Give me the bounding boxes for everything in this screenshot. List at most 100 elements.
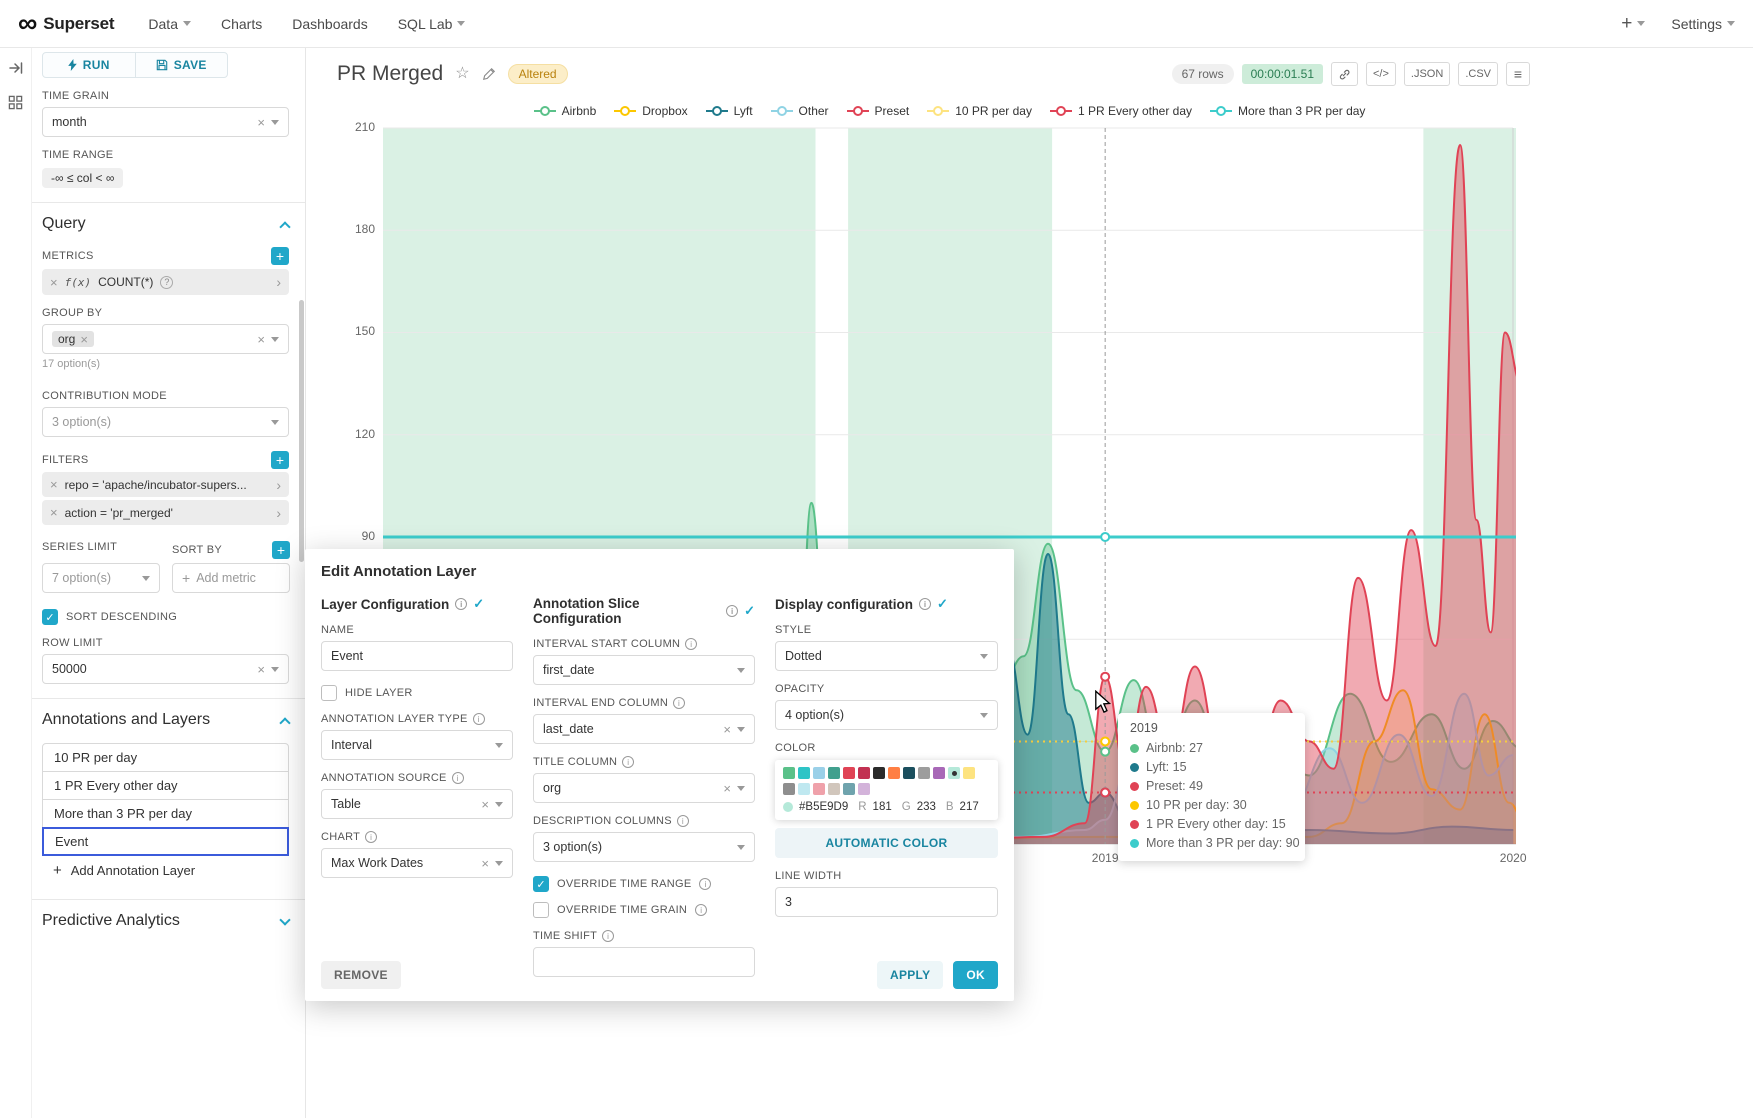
query-section-header[interactable]: Query [42,215,291,233]
add-metric-button[interactable]: + [271,247,289,265]
clear-icon[interactable]: × [257,331,265,347]
color-swatch[interactable] [813,783,825,795]
superset-brand[interactable]: ∞ Superset [18,10,115,37]
metric-pill[interactable]: × f(x) COUNT(*) ? › [42,269,289,295]
color-swatch[interactable] [828,783,840,795]
annotation-layer-item[interactable]: Event [42,827,289,856]
collapse-panel-icon[interactable] [8,60,24,81]
clear-icon[interactable]: × [723,721,731,737]
line-width-input[interactable] [785,888,988,916]
export-csv-button[interactable]: .CSV [1458,62,1498,86]
nav-item-charts[interactable]: Charts [221,16,262,32]
favorite-star-icon[interactable]: ☆ [455,65,470,82]
name-input[interactable] [331,642,503,670]
style-select[interactable]: Dotted [775,641,998,671]
override-time-grain-checkbox[interactable]: OVERRIDE TIME GRAIN i [533,902,755,918]
annotation-layer-type-select[interactable]: Interval [321,730,513,760]
filter-item[interactable]: × repo = 'apache/incubator-supers... › [42,472,289,497]
color-swatch[interactable] [963,767,975,779]
clear-icon[interactable]: × [257,114,265,130]
legend-item-airbnb[interactable]: Airbnb [533,104,596,118]
apply-button[interactable]: APPLY [876,961,944,989]
add-annotation-layer-button[interactable]: + Add Annotation Layer [42,856,289,885]
export-json-button[interactable]: .JSON [1403,62,1451,86]
legend-item-lyft[interactable]: Lyft [705,104,753,118]
color-swatch[interactable] [933,767,945,779]
predictive-section-header[interactable]: Predictive Analytics [42,912,291,930]
time-shift-input[interactable] [543,948,745,976]
legend-item-more-than-3-pr-per-day[interactable]: More than 3 PR per day [1210,104,1365,118]
sort-by-input[interactable] [196,564,280,592]
remove-icon[interactable]: × [50,274,58,290]
chart-select[interactable]: Max Work Dates × [321,848,513,878]
color-swatch[interactable] [873,767,885,779]
description-columns-select[interactable]: 3 option(s) [533,832,755,862]
color-swatch[interactable] [813,767,825,779]
annotations-section-header[interactable]: Annotations and Layers [42,711,291,729]
color-swatch[interactable] [843,767,855,779]
clear-icon[interactable]: × [723,780,731,796]
color-swatch[interactable] [843,783,855,795]
annotation-layer-item[interactable]: 10 PR per day [42,743,289,772]
row-limit-select[interactable]: 50000 × [42,654,289,684]
clear-icon[interactable]: × [257,661,265,677]
remove-button[interactable]: REMOVE [321,961,401,989]
annotation-layer-item[interactable]: More than 3 PR per day [42,799,289,828]
clear-icon[interactable]: × [481,796,489,812]
annotation-layer-item[interactable]: 1 PR Every other day [42,771,289,800]
sort-descending-checkbox[interactable]: ✓ SORT DESCENDING [42,609,289,625]
legend-item-1-pr-every-other-day[interactable]: 1 PR Every other day [1049,104,1192,118]
nav-item-data[interactable]: Data [148,16,191,32]
time-range-tag[interactable]: -∞ ≤ col < ∞ [42,168,124,188]
checkbox-unchecked-icon[interactable] [321,685,337,701]
color-swatch[interactable] [858,783,870,795]
checkbox-unchecked-icon[interactable] [533,902,549,918]
share-link-button[interactable] [1331,62,1358,86]
add-filter-button[interactable]: + [271,451,289,469]
legend-item-10-pr-per-day[interactable]: 10 PR per day [927,104,1032,118]
color-swatch[interactable] [783,767,795,779]
remove-icon[interactable]: × [50,477,58,492]
embed-code-button[interactable]: </> [1366,62,1396,86]
interval-end-select[interactable]: last_date × [533,714,755,744]
menu-button[interactable]: ≡ [1506,62,1530,86]
contribution-mode-select[interactable]: 3 option(s) [42,407,289,437]
dataset-grid-icon[interactable] [8,95,23,115]
color-swatch[interactable] [903,767,915,779]
title-column-select[interactable]: org × [533,773,755,803]
legend-item-other[interactable]: Other [770,104,829,118]
interval-start-select[interactable]: first_date [533,655,755,685]
group-by-select[interactable]: org × × [42,324,289,354]
time-grain-select[interactable]: month × [42,107,289,137]
run-button[interactable]: RUN [43,53,135,77]
color-swatch[interactable] [828,767,840,779]
annotation-source-select[interactable]: Table × [321,789,513,819]
color-swatch[interactable] [918,767,930,779]
sort-by-input-box[interactable]: + [172,563,290,593]
legend-item-preset[interactable]: Preset [846,104,909,118]
series-limit-select[interactable]: 7 option(s) [42,563,160,593]
color-swatch[interactable] [783,783,795,795]
color-swatch[interactable] [858,767,870,779]
nav-item-sql-lab[interactable]: SQL Lab [398,16,466,32]
add-sort-button[interactable]: + [272,541,290,559]
nav-item-dashboards[interactable]: Dashboards [292,16,368,32]
checkbox-checked-icon[interactable]: ✓ [42,609,58,625]
color-swatch[interactable] [948,767,960,779]
settings-menu[interactable]: Settings [1671,16,1735,32]
filter-item[interactable]: × action = 'pr_merged' › [42,500,289,525]
remove-icon[interactable]: × [50,505,58,520]
checkbox-checked-icon[interactable]: ✓ [533,876,549,892]
save-button[interactable]: SAVE [136,53,228,77]
panel-scrollbar[interactable] [299,300,304,562]
automatic-color-button[interactable]: AUTOMATIC COLOR [775,828,998,858]
color-swatch[interactable] [798,767,810,779]
new-menu[interactable]: + [1621,13,1646,35]
ok-button[interactable]: OK [953,961,998,989]
group-by-tag[interactable]: org × [52,331,94,347]
remove-icon[interactable]: × [80,331,88,347]
edit-pencil-icon[interactable] [482,67,496,81]
color-swatch[interactable] [888,767,900,779]
clear-icon[interactable]: × [481,855,489,871]
color-swatch[interactable] [798,783,810,795]
